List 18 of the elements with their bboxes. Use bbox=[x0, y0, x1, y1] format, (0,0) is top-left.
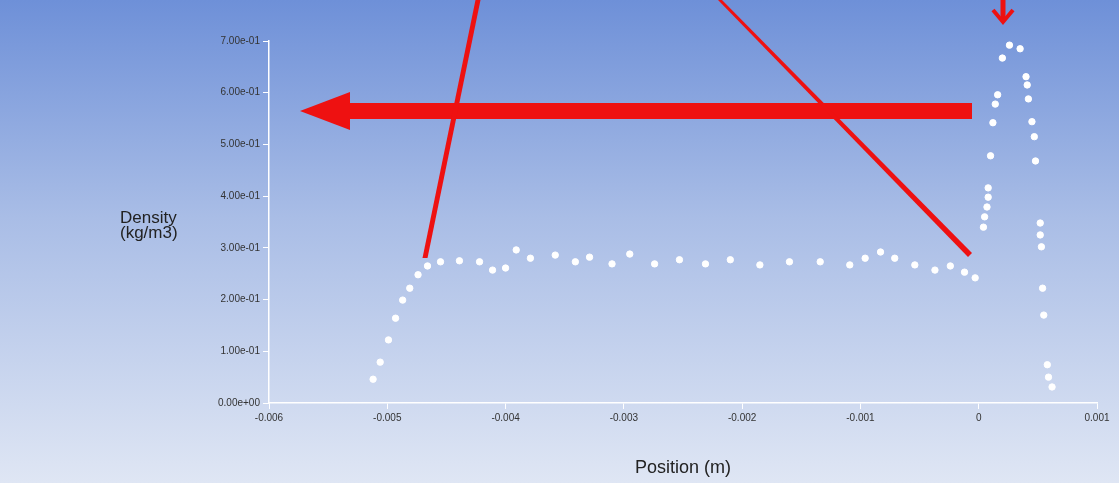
x-tick-label: -0.004 bbox=[491, 411, 521, 423]
x-tick-label: -0.003 bbox=[609, 411, 639, 423]
y-tick-label: 0.00e+00 bbox=[218, 396, 261, 408]
x-tick-label: -0.001 bbox=[846, 411, 876, 423]
y-tick-label: 1.00e-01 bbox=[220, 345, 261, 357]
y-tick-label: 6.00e-01 bbox=[220, 86, 261, 98]
y-tick-label: 2.00e-01 bbox=[220, 293, 261, 305]
y-tick-label: 3.00e-01 bbox=[220, 241, 261, 253]
x-tick-label: -0.006 bbox=[254, 411, 284, 423]
x-tick-label: -0.005 bbox=[373, 411, 402, 423]
y-tick-label: 5.00e-01 bbox=[220, 138, 261, 150]
x-axis-title: Position (m) bbox=[634, 457, 732, 478]
x-tick-label: -0.002 bbox=[727, 411, 757, 423]
x-tick-label: 0.001 bbox=[1084, 411, 1110, 423]
y-tick-label: 7.00e-01 bbox=[220, 34, 261, 46]
y-axis-title: Density (kg/m3) bbox=[120, 208, 179, 242]
x-tick-label: 0 bbox=[975, 411, 982, 423]
y-tick-label: 4.00e-01 bbox=[220, 189, 261, 201]
